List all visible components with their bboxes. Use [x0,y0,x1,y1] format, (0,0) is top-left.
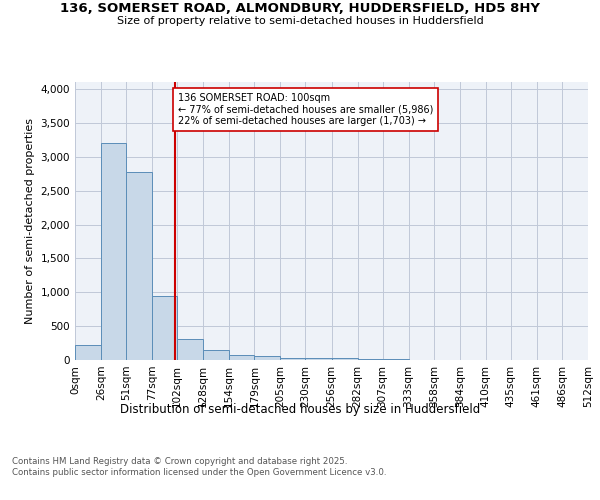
Text: Distribution of semi-detached houses by size in Huddersfield: Distribution of semi-detached houses by … [120,402,480,415]
Bar [358,359,383,360]
Text: 136, SOMERSET ROAD, ALMONDBURY, HUDDERSFIELD, HD5 8HY: 136, SOMERSET ROAD, ALMONDBURY, HUDDERSF… [60,2,540,16]
Text: 136 SOMERSET ROAD: 100sqm
← 77% of semi-detached houses are smaller (5,986)
22% : 136 SOMERSET ROAD: 100sqm ← 77% of semi-… [178,92,434,126]
Bar [75,345,101,360]
Bar [126,172,152,360]
Bar [101,144,126,360]
Bar [331,358,358,360]
Text: Contains HM Land Registry data © Crown copyright and database right 2025.
Contai: Contains HM Land Registry data © Crown c… [12,458,386,477]
Bar [280,358,305,360]
Bar [203,350,229,360]
Y-axis label: Number of semi-detached properties: Number of semi-detached properties [25,118,35,324]
Bar [229,354,254,360]
Bar [177,339,203,360]
Bar [152,296,177,360]
Text: Size of property relative to semi-detached houses in Huddersfield: Size of property relative to semi-detach… [116,16,484,26]
Bar [254,356,280,360]
Bar [305,358,331,360]
